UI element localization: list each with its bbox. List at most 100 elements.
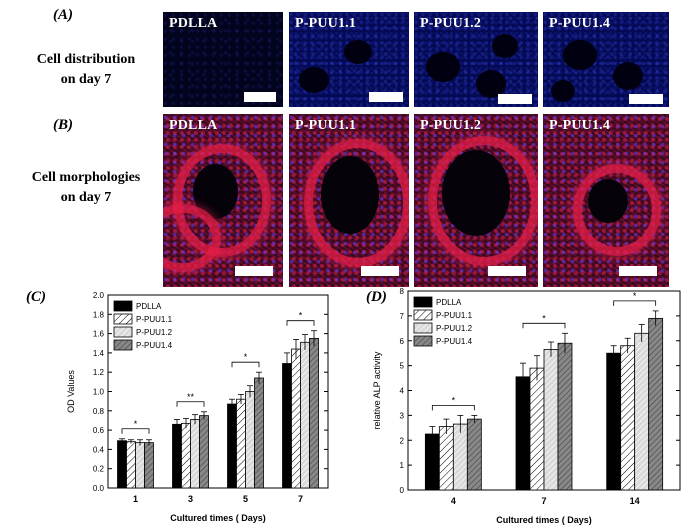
micrograph-b-ppuu12: P-PUU1.2 [414,114,538,287]
legend-swatch [113,313,133,325]
bar-p-puu1.4 [199,415,209,489]
bar-pdlla [172,423,182,489]
panel-d-label: (D) [366,289,387,305]
micrograph-a-ppuu12: P-PUU1.2 [414,12,538,107]
scale-bar [629,94,663,104]
significance-bracket [176,401,205,407]
bar-p-puu1.4 [466,418,482,491]
bar-pdlla [282,363,292,489]
legend-swatch [113,326,133,338]
y-tick-label: 0.4 [93,445,105,454]
x-axis-label: Cultured times ( Days) [170,513,266,523]
x-tick-label: 4 [451,496,456,506]
significance-mark: * [134,419,138,429]
significance-bracket [286,320,315,326]
row-b-title-line2: on day 7 [60,190,112,205]
scale-bar [498,94,532,104]
bar-p-puu1.4 [557,342,573,491]
y-tick-label: 0.0 [93,484,105,493]
micrograph-a-ppuu11: P-PUU1.1 [289,12,409,107]
legend-label: P-PUU1.1 [436,311,473,320]
significance-mark: ** [187,392,195,402]
bar-p-puu1.1 [529,367,545,491]
scale-bar [369,92,403,102]
x-tick-label: 1 [133,494,138,504]
bar-p-puu1.2 [190,419,200,489]
micrograph-a-pdlla: PDLLA [163,12,283,107]
bar-p-puu1.2 [634,332,650,491]
bar-p-puu1.1 [181,422,191,489]
significance-bracket [431,404,475,411]
significance-mark: * [542,313,546,323]
y-tick-label: 0 [400,486,405,495]
significance-mark: * [633,291,637,301]
y-tick-label: 7 [400,312,405,321]
y-tick-label: 5 [400,362,405,371]
micrograph-label: P-PUU1.4 [549,16,611,31]
y-axis-label: OD Values [66,370,76,413]
scale-bar [488,266,526,276]
row-b-title: Cell morphologies on day 7 [8,168,164,208]
x-tick-label: 5 [243,494,248,504]
micrograph-label: P-PUU1.2 [420,16,482,31]
bar-p-puu1.4 [648,317,664,491]
scale-bar [244,92,276,102]
significance-mark: * [452,395,456,405]
x-tick-label: 7 [541,496,546,506]
panel-c-label: (C) [26,289,46,305]
bar-pdlla [515,376,531,491]
micrograph-label: P-PUU1.2 [420,118,482,133]
legend-swatch [413,296,433,308]
legend-swatch [113,339,133,351]
legend-label: P-PUU1.1 [136,315,173,324]
scale-bar [235,266,273,276]
y-tick-label: 1.0 [93,388,105,397]
legend-swatch [413,309,433,321]
micrograph-label: PDLLA [169,118,218,133]
legend-swatch [413,335,433,347]
bar-p-puu1.1 [126,441,136,489]
significance-bracket [231,361,260,368]
bar-p-puu1.1 [438,426,454,491]
bar-p-puu1.2 [452,423,468,491]
micrograph-label: P-PUU1.1 [295,118,357,133]
y-tick-label: 2 [400,436,405,445]
significance-bracket [121,428,150,434]
micrograph-label: P-PUU1.4 [549,118,611,133]
y-tick-label: 0.8 [93,407,105,416]
y-tick-label: 6 [400,337,405,346]
bar-p-puu1.4 [309,338,319,489]
bar-p-puu1.1 [291,348,301,489]
bar-pdlla [424,433,440,491]
bar-p-puu1.2 [300,341,310,489]
x-tick-label: 7 [298,494,303,504]
bar-p-puu1.2 [135,442,145,489]
legend-label: PDLLA [136,302,162,311]
panel-a-label: (A) [53,7,73,23]
y-tick-label: 1.8 [93,310,105,319]
bar-p-puu1.2 [543,349,559,491]
legend-label: P-PUU1.2 [136,328,173,337]
bar-p-puu1.4 [254,377,264,489]
micrograph-a-ppuu14: P-PUU1.4 [543,12,669,107]
significance-mark: * [244,352,248,362]
legend-label: P-PUU1.4 [436,337,473,346]
bar-chart-od-values: 0.0 0.2 0.4 0.6 0.8 1.0 1.2 1.4 1.6 1.8 2.0 OD Valu… [66,291,329,523]
row-b-title-line1: Cell morphologies [31,170,141,185]
bar-pdlla [606,352,622,491]
y-axis-label: relative ALP activity [372,351,382,429]
legend-swatch [413,322,433,334]
row-a-title-line1: Cell distribution [36,52,136,67]
legend-label: P-PUU1.2 [436,324,473,333]
micrograph-b-ppuu14: P-PUU1.4 [543,114,669,287]
y-tick-label: 4 [400,387,405,396]
x-axis-label: Cultured times ( Days) [496,515,592,525]
y-tick-label: 1 [400,461,405,470]
row-a-title-line2: on day 7 [60,72,112,87]
x-tick-label: 14 [630,496,640,506]
legend-swatch [113,300,133,312]
micrograph-b-ppuu11: P-PUU1.1 [289,114,409,287]
y-tick-label: 3 [400,411,405,420]
bar-p-puu1.1 [620,345,636,491]
significance-bracket [522,322,566,329]
